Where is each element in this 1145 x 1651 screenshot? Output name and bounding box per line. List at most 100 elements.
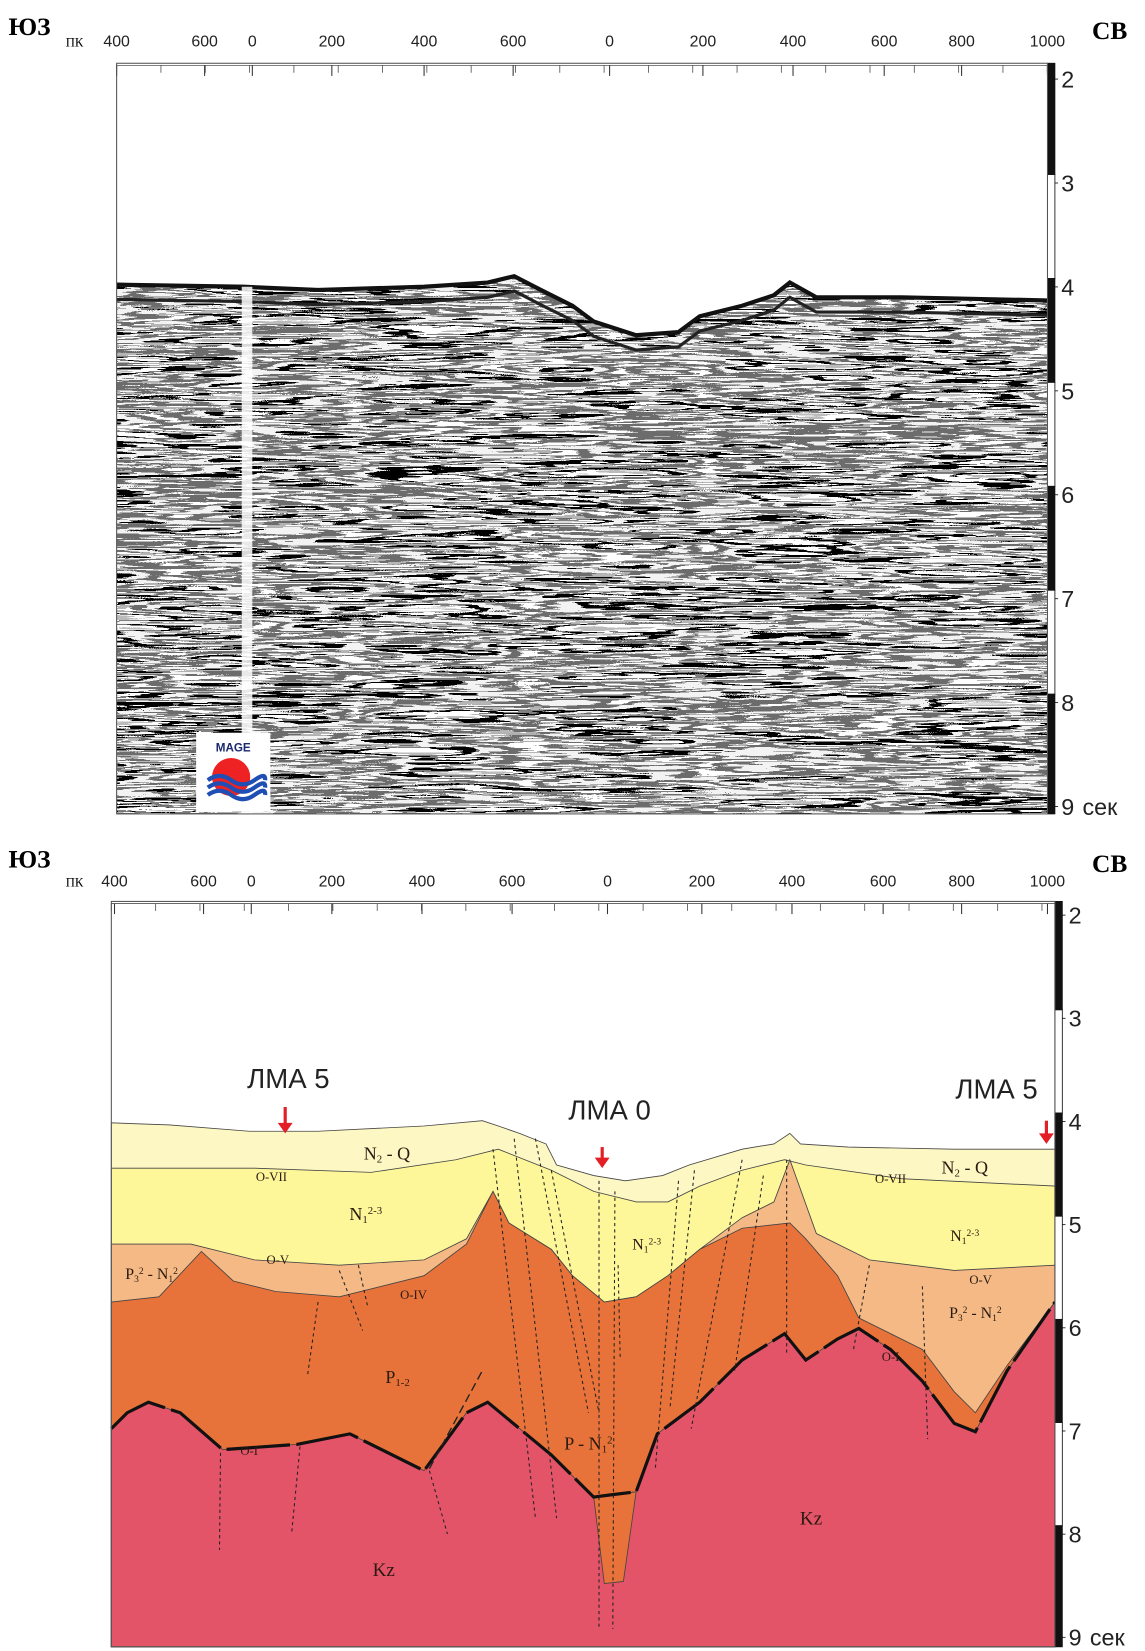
time-bar-segment	[1054, 1009, 1063, 1114]
pk-tick-label: 1000	[1030, 33, 1066, 50]
unit-label-part: N	[942, 1157, 955, 1177]
pk-tick-label: 200	[319, 874, 346, 891]
unit-label-part: 2	[955, 1168, 960, 1180]
pk-tick-label: 200	[319, 33, 346, 50]
unit-label-part: - N	[967, 1305, 992, 1322]
unit-label: N12-3	[950, 1228, 979, 1247]
unit-label: N2 - Q	[364, 1144, 410, 1166]
time-tick-label: 3	[1061, 170, 1074, 196]
unit-label: Kz	[373, 1560, 395, 1581]
unit-label: N2 - Q	[942, 1157, 988, 1179]
time-tick-label: 4	[1069, 1109, 1082, 1135]
time-tick-label: 6	[1061, 482, 1074, 508]
fault	[852, 1265, 870, 1350]
unit-label-part: 2	[139, 1266, 144, 1276]
unit-label-part: 1	[962, 1237, 967, 1247]
unit-label-part: P	[125, 1266, 134, 1283]
unit-label-part: - N	[144, 1266, 169, 1283]
pk-tick-label: 800	[948, 874, 975, 891]
fault	[492, 1149, 536, 1519]
time-bar-segment	[1047, 62, 1056, 175]
pk-tick-label: 400	[779, 874, 806, 891]
fault	[428, 1470, 448, 1535]
pk-label: ПК	[66, 35, 84, 49]
fault	[921, 1286, 929, 1440]
unit-label-part: 2	[997, 1305, 1002, 1315]
time-bar-segment	[1054, 1422, 1063, 1527]
pk-tick-label: 0	[603, 874, 612, 891]
direction-left: ЮЗ	[8, 13, 50, 41]
pk-tick-label: 400	[780, 33, 807, 50]
fault	[654, 1180, 680, 1471]
unit-label-part: 3	[958, 1314, 963, 1324]
unit-label-part: 1-2	[395, 1378, 409, 1390]
pk-tick-label: 200	[690, 33, 717, 50]
unit-label-part: - Q	[382, 1144, 410, 1164]
data-gap	[241, 286, 253, 814]
unit-label-part: O-I	[240, 1444, 258, 1458]
unit-label-part: Kz	[373, 1560, 395, 1581]
panel-frame	[110, 900, 1056, 1648]
pk-tick-label: 400	[411, 33, 438, 50]
unit-label-part: N	[349, 1204, 362, 1224]
time-bar-segment	[1054, 1112, 1063, 1217]
time-bar-segment	[1047, 693, 1056, 815]
unit-label: O-I	[240, 1444, 258, 1458]
time-tick-label: 7	[1061, 586, 1074, 612]
direction-right: СВ	[1092, 850, 1127, 878]
line-marker-label: ЛМА 5	[247, 1063, 329, 1094]
unit-label-part: 1	[362, 1214, 367, 1226]
unit-label: O-V	[969, 1273, 992, 1287]
unit-label-part: N	[632, 1236, 644, 1253]
fault	[690, 1159, 743, 1429]
time-tick-label: 4	[1061, 274, 1074, 300]
time-tick-label: 9	[1061, 794, 1074, 820]
unit-label-part: O-V	[969, 1273, 992, 1287]
time-bar-segment	[1047, 278, 1056, 383]
unit-label: N12-3	[349, 1204, 382, 1226]
unit-label-part: 2	[377, 1154, 382, 1166]
line-marker-label: ЛМА 0	[568, 1095, 650, 1126]
pk-tick-label: 600	[191, 33, 218, 50]
unit-label-part: N	[950, 1228, 962, 1245]
time-bar-segment	[1047, 381, 1056, 487]
unit-label: P1-2	[385, 1367, 409, 1389]
unit-label-part: 2-3	[648, 1237, 661, 1247]
unit-label-part: 2	[607, 1435, 612, 1447]
unit-label: P32 - N12	[125, 1266, 178, 1285]
unit-label-part: 1	[992, 1314, 997, 1324]
pk-tick-label: 800	[948, 33, 975, 50]
unit-label: O-IV	[400, 1288, 428, 1302]
logo-wave	[206, 773, 268, 787]
pk-tick-label: 600	[871, 33, 898, 50]
unit-label: O-VII	[256, 1170, 287, 1184]
pk-tick-label: 400	[103, 33, 130, 50]
line-marker-label: ЛМА 5	[955, 1074, 1037, 1105]
unit-label-part: 1	[602, 1444, 607, 1456]
seafloor-reflector	[116, 273, 1048, 338]
marker-arrow-head	[277, 1122, 293, 1134]
pk-tick-label: 400	[409, 874, 436, 891]
unit-label-part: 1	[644, 1245, 649, 1255]
unit-label-part: 2-3	[967, 1228, 980, 1238]
seafloor-reflector-2	[116, 289, 1048, 352]
time-unit: сек	[1082, 794, 1118, 820]
logo-wave	[206, 788, 268, 802]
unit-label-part: O-IV	[400, 1288, 428, 1302]
fault	[513, 1138, 558, 1519]
pk-tick-label: 200	[689, 874, 716, 891]
time-tick-label: 3	[1069, 1006, 1082, 1032]
time-tick-label: 2	[1069, 903, 1082, 929]
time-tick-label: 8	[1069, 1522, 1082, 1548]
unit-label-part: P	[385, 1367, 395, 1387]
unit-label: N12-3	[632, 1236, 661, 1255]
unit-label-part: 3	[134, 1275, 139, 1285]
marker-arrow-head	[1038, 1133, 1054, 1144]
pk-label: ПК	[66, 876, 84, 890]
pk-tick-label: 1000	[1030, 874, 1066, 891]
pk-tick-label: 0	[248, 33, 257, 50]
marker-arrow-head	[594, 1157, 610, 1169]
time-tick-label: 9	[1069, 1625, 1082, 1651]
panel-frame	[116, 62, 1049, 815]
